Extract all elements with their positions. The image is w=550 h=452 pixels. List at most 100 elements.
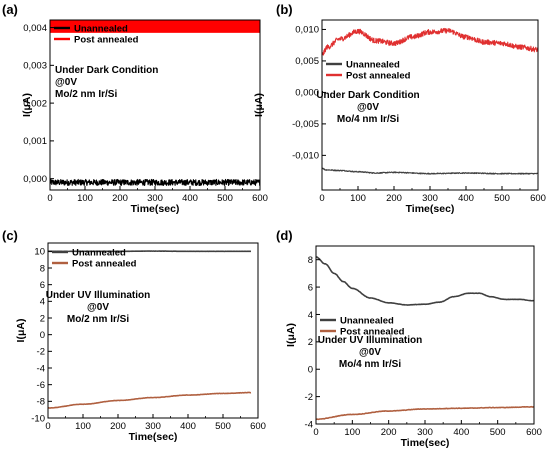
- x-tick-label: 200: [110, 421, 126, 432]
- x-tick-label: 600: [526, 427, 542, 438]
- x-axis-title: Time(sec): [129, 431, 178, 443]
- y-axis-title: I(μA): [253, 93, 265, 117]
- panel-label: (c): [2, 228, 18, 243]
- y-tick-label: 0,000: [23, 174, 47, 185]
- panel-label: (d): [276, 228, 293, 243]
- x-tick-label: 0: [47, 193, 52, 204]
- y-tick-label: 8: [308, 255, 313, 266]
- y-tick-label: -10: [31, 413, 45, 424]
- y-tick-label: 0,003: [23, 61, 47, 72]
- x-tick-label: 300: [422, 193, 438, 204]
- x-tick-label: 500: [215, 421, 231, 432]
- x-tick-label: 300: [147, 193, 163, 204]
- legend-entry-label: Post annealed: [74, 35, 139, 46]
- legend-entry-label: Unannealed: [72, 248, 126, 259]
- legend-entry-label: Post annealed: [340, 327, 405, 338]
- chart-panel-3: (c) 0 100 200 300 400 500 600 -10 -8 -6 -4 -2 0 2 4 6 8 10…: [2, 228, 266, 443]
- legend-entry-label: Unannealed: [74, 24, 128, 35]
- x-tick-label: 500: [494, 193, 510, 204]
- series-line-2: [48, 391, 252, 409]
- plot-frame: [49, 19, 261, 191]
- y-tick-label: -4: [305, 419, 313, 430]
- x-tick-label: 0: [319, 193, 324, 204]
- x-axis-title: Time(sec): [406, 203, 455, 215]
- x-tick-label: 300: [145, 421, 161, 432]
- y-axis-title: I(μA): [285, 323, 297, 347]
- y-tick-label: 0: [308, 365, 313, 376]
- series-2: [50, 20, 260, 33]
- x-tick-label: 100: [77, 193, 93, 204]
- annotation-line: Mo/2 nm Ir/Si: [67, 314, 129, 325]
- series-2: [316, 405, 534, 421]
- annotation-line: Under Dark Condition: [316, 90, 419, 101]
- x-tick-label: 400: [182, 193, 198, 204]
- legend-entry-label: Unannealed: [346, 60, 400, 71]
- annotation-line: @0V: [87, 302, 109, 313]
- y-tick-label: -8: [37, 397, 45, 408]
- annotation-line: Mo/2 nm Ir/Si: [55, 89, 117, 100]
- y-tick-label: -2: [305, 392, 313, 403]
- y-tick-label: 10: [34, 247, 45, 258]
- y-tick-label: 6: [308, 282, 313, 293]
- series-line-2: [316, 405, 534, 421]
- x-axis-title: Time(sec): [401, 437, 450, 449]
- y-tick-label: 0,005: [295, 56, 319, 67]
- y-tick-label: 0,010: [295, 25, 319, 36]
- x-tick-label: 400: [453, 427, 469, 438]
- annotation-line: Under Dark Condition: [55, 65, 158, 76]
- series-1: [322, 167, 538, 175]
- x-tick-label: 200: [386, 193, 402, 204]
- legend-entry-label: Unannealed: [340, 316, 394, 327]
- series-1: [50, 178, 260, 186]
- y-tick-label: 8: [40, 263, 45, 274]
- x-tick-label: 200: [381, 427, 397, 438]
- series-band-2: [50, 20, 260, 33]
- y-tick-label: 0,002: [23, 98, 47, 109]
- x-tick-label: 600: [250, 421, 266, 432]
- x-tick-label: 400: [458, 193, 474, 204]
- y-tick-label: 4: [40, 297, 45, 308]
- y-tick-label: -6: [37, 380, 45, 391]
- y-tick-label: 0,000: [295, 88, 319, 99]
- x-tick-label: 600: [530, 193, 546, 204]
- legend-entry-label: Post annealed: [346, 71, 411, 82]
- series-line-1: [50, 178, 260, 186]
- y-axis-title: I(μA): [21, 93, 33, 117]
- annotation-line: Mo/4 nm Ir/Si: [339, 359, 401, 370]
- y-tick-label: 6: [40, 280, 45, 291]
- x-tick-label: 100: [75, 421, 91, 432]
- x-tick-label: 200: [112, 193, 128, 204]
- chart-panel-4: (d) 0 100 200 300 400 500 600 -4 -2 0 2 4 6 8 Time(sec)…: [276, 228, 542, 449]
- annotation-line: Mo/4 nm Ir/Si: [337, 114, 399, 125]
- series-2: [322, 27, 538, 56]
- x-tick-label: 500: [490, 427, 506, 438]
- series-line-1: [322, 167, 538, 175]
- panel-label: (a): [2, 2, 18, 17]
- chart-panel-1: (a) 0 100 200 300 400 500 600 0,000 0,001 0,002 0,0…: [2, 2, 268, 215]
- series-line-1: [316, 256, 534, 306]
- annotation-line: @0V: [359, 347, 381, 358]
- annotation-line: Under UV Illumination: [46, 290, 150, 301]
- x-tick-label: 0: [313, 427, 318, 438]
- y-tick-label: -0,010: [292, 151, 319, 162]
- y-tick-label: 0: [40, 330, 45, 341]
- y-tick-label: 2: [308, 337, 313, 348]
- y-tick-label: 2: [40, 313, 45, 324]
- y-tick-label: -0,005: [292, 119, 319, 130]
- y-axis-title: I(μA): [15, 319, 27, 343]
- x-tick-label: 500: [217, 193, 233, 204]
- panel-label: (b): [276, 2, 293, 17]
- x-tick-label: 0: [45, 421, 50, 432]
- annotation-line: Under UV Illumination: [318, 335, 422, 346]
- x-tick-label: 400: [180, 421, 196, 432]
